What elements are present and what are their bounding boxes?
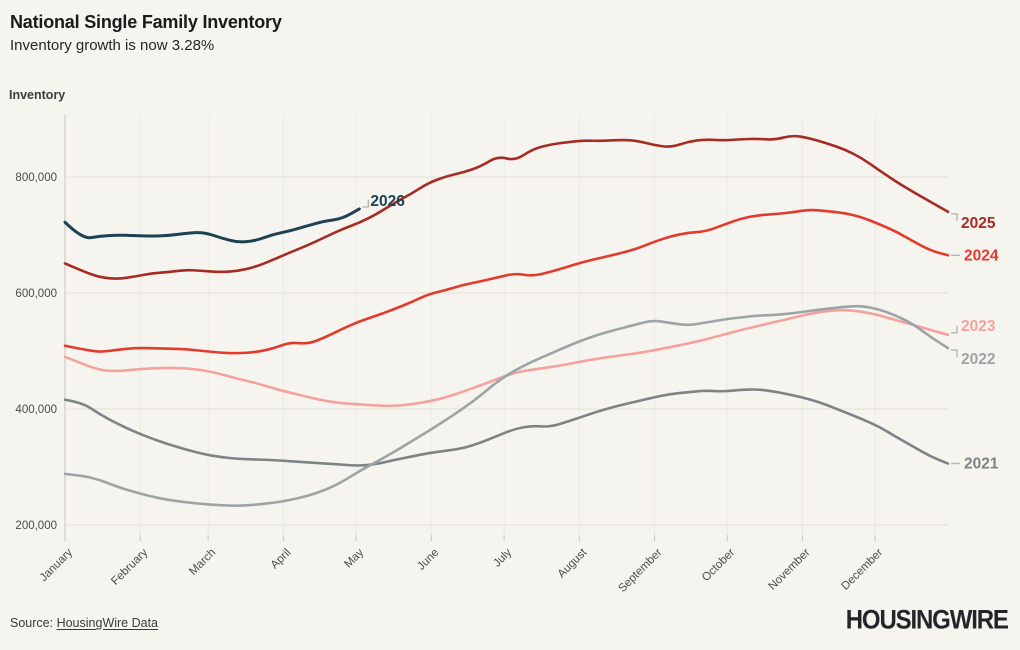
series-label-2025: 2025 bbox=[961, 215, 996, 232]
month-label: November bbox=[767, 547, 813, 593]
month-label: May bbox=[342, 546, 366, 570]
series-label-2026: 2026 bbox=[370, 193, 405, 210]
series-line-2025 bbox=[63, 134, 950, 280]
y-tick-label: 600,000 bbox=[15, 288, 57, 300]
month-label: October bbox=[700, 547, 738, 585]
source-note: Source: HousingWire Data bbox=[10, 616, 158, 630]
y-tick-label: 200,000 bbox=[15, 520, 57, 532]
y-axis-title: Inventory bbox=[9, 88, 66, 102]
y-gridlines bbox=[65, 176, 948, 526]
month-label: December bbox=[839, 547, 885, 593]
y-tick-label: 400,000 bbox=[15, 404, 57, 416]
x-axis-labels: January February March April May June July Augu… bbox=[38, 546, 886, 595]
series-line-2022 bbox=[63, 304, 950, 507]
series-line-2024 bbox=[63, 208, 950, 355]
chart-title: National Single Family Inventory bbox=[10, 12, 282, 32]
housingwire-logo: HOUSINGWIRE bbox=[846, 604, 1009, 636]
month-label: August bbox=[556, 546, 590, 580]
month-label: January bbox=[38, 546, 76, 584]
series-label-2024: 2024 bbox=[964, 247, 999, 264]
month-label: February bbox=[109, 546, 150, 587]
month-label: June bbox=[415, 547, 441, 573]
series-line-2026 bbox=[63, 207, 361, 244]
series-line-2021 bbox=[63, 388, 950, 467]
series-label-2021: 2021 bbox=[964, 456, 999, 473]
chart-header: National Single Family Inventory Invento… bbox=[10, 12, 282, 54]
label-connector-2022 bbox=[951, 349, 958, 358]
month-label: April bbox=[269, 547, 294, 572]
source-label: Source: bbox=[10, 616, 54, 630]
label-connector-2026 bbox=[362, 199, 370, 208]
source-link[interactable]: HousingWire Data bbox=[56, 616, 159, 630]
series-label-2022: 2022 bbox=[961, 351, 995, 368]
label-connector-2023 bbox=[951, 325, 958, 334]
y-tick-label: 800,000 bbox=[15, 172, 57, 184]
month-label: September bbox=[616, 547, 664, 595]
month-label: July bbox=[491, 546, 514, 569]
series-label-2023: 2023 bbox=[961, 318, 996, 335]
chart-subtitle: Inventory growth is now 3.28% bbox=[10, 37, 215, 54]
series-line-2023 bbox=[63, 308, 950, 408]
label-connector-2025 bbox=[951, 213, 958, 221]
y-axis-labels: 800,000 600,000 400,000 200,000 bbox=[15, 172, 57, 532]
month-label: March bbox=[187, 547, 218, 578]
